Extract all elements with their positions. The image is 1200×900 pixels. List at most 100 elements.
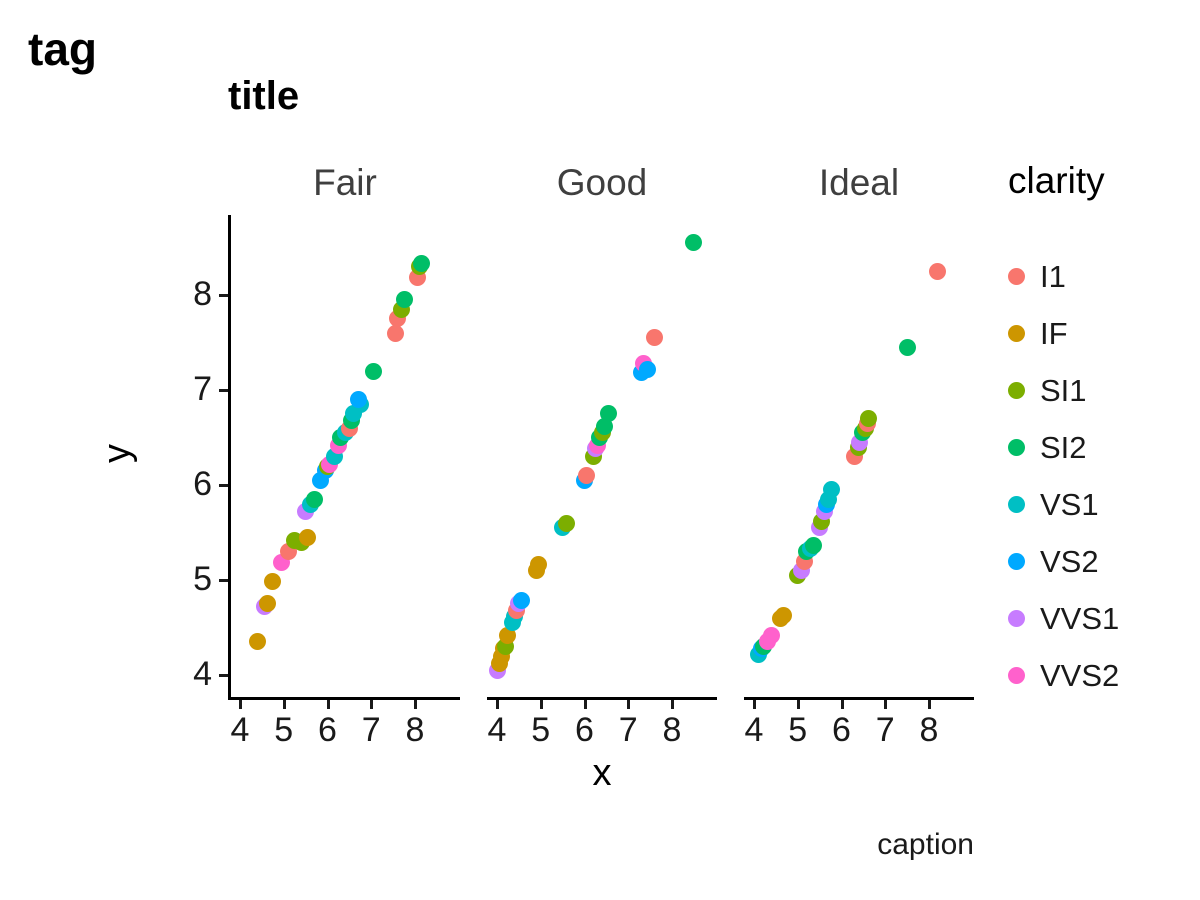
data-point xyxy=(258,595,276,613)
x-tick-mark xyxy=(282,700,286,709)
y-tick-label: 6 xyxy=(193,465,212,503)
x-tick-label: 7 xyxy=(618,711,638,749)
data-point xyxy=(578,467,596,484)
data-point xyxy=(299,528,317,546)
x-tick-mark xyxy=(884,700,888,709)
data-point xyxy=(646,329,663,347)
y-tick-label: 8 xyxy=(193,275,212,313)
x-tick-mark xyxy=(370,700,374,709)
x-tick-label: 5 xyxy=(531,711,551,749)
legend-swatch-icon xyxy=(1008,268,1025,285)
y-tick-mark xyxy=(219,484,228,487)
legend-item-si1: SI1 xyxy=(1008,362,1119,419)
x-tick-label: 8 xyxy=(919,711,939,749)
y-tick-mark xyxy=(219,579,228,582)
legend: clarity I1 IF SI1 SI2 VS1 VS2 VVS1 VVS2 xyxy=(1008,160,1119,704)
data-point xyxy=(530,556,548,574)
x-tick-label: 6 xyxy=(832,711,851,749)
data-point xyxy=(860,410,878,427)
x-tick-label: 8 xyxy=(662,711,682,749)
x-tick-mark xyxy=(796,700,800,709)
legend-items: I1 IF SI1 SI2 VS1 VS2 VVS1 VVS2 xyxy=(1008,248,1119,704)
legend-item-if: IF xyxy=(1008,305,1119,362)
x-tick-label: 7 xyxy=(875,711,895,749)
legend-swatch-icon xyxy=(1008,496,1025,513)
x-axis-line xyxy=(744,697,974,700)
legend-label: SI2 xyxy=(1040,429,1087,465)
legend-label: VVS1 xyxy=(1040,600,1120,636)
plot-title: title xyxy=(228,74,300,118)
y-axis-title: y xyxy=(96,444,138,463)
data-point xyxy=(775,606,793,624)
data-point xyxy=(929,262,947,280)
legend-item-vs1: VS1 xyxy=(1008,476,1119,533)
data-point xyxy=(386,324,404,342)
x-tick-label: 7 xyxy=(361,711,381,749)
data-point xyxy=(804,537,822,555)
legend-item-si2: SI2 xyxy=(1008,419,1119,476)
x-axis-line xyxy=(230,697,460,700)
y-tick-mark xyxy=(219,674,228,677)
x-tick-label: 6 xyxy=(318,711,337,749)
data-point xyxy=(557,514,575,532)
legend-title: clarity xyxy=(1008,160,1105,201)
legend-label: VS2 xyxy=(1040,543,1099,579)
data-point xyxy=(264,573,282,591)
data-point xyxy=(823,481,841,499)
facet-strip-label-fair: Fair xyxy=(313,162,377,203)
x-tick-mark xyxy=(753,700,756,709)
data-point xyxy=(685,234,703,252)
data-point xyxy=(249,633,266,651)
data-point xyxy=(364,362,382,380)
legend-swatch-icon xyxy=(1008,382,1025,399)
x-tick-mark xyxy=(239,700,242,709)
x-tick-label: 5 xyxy=(274,711,294,749)
x-tick-label: 4 xyxy=(744,711,764,749)
x-tick-mark xyxy=(414,700,417,709)
legend-item-vvs1: VVS1 xyxy=(1008,590,1119,647)
data-point xyxy=(639,360,657,378)
x-tick-mark xyxy=(539,700,543,709)
y-tick-mark xyxy=(219,294,228,297)
x-tick-mark xyxy=(583,700,587,709)
legend-label: VS1 xyxy=(1040,486,1099,522)
plot-caption: caption xyxy=(877,828,974,861)
legend-swatch-icon xyxy=(1008,553,1025,570)
x-tick-label: 5 xyxy=(788,711,808,749)
data-point xyxy=(305,490,323,508)
x-tick-mark xyxy=(840,700,844,709)
x-tick-label: 4 xyxy=(487,711,507,749)
legend-item-vvs2: VVS2 xyxy=(1008,647,1119,704)
x-tick-mark xyxy=(627,700,631,709)
y-tick-label: 5 xyxy=(193,560,212,598)
y-tick-label: 7 xyxy=(193,370,212,408)
y-axis-line xyxy=(228,215,231,700)
data-point xyxy=(600,405,618,423)
x-axis-title: x xyxy=(592,752,612,794)
plot-tag: tag xyxy=(28,23,97,75)
legend-label: I1 xyxy=(1040,258,1066,294)
legend-swatch-icon xyxy=(1008,610,1025,627)
legend-label: IF xyxy=(1040,315,1068,351)
data-point xyxy=(512,592,530,610)
x-tick-mark xyxy=(671,700,674,709)
x-tick-label: 4 xyxy=(230,711,250,749)
legend-label: VVS2 xyxy=(1040,657,1120,693)
data-point xyxy=(395,291,413,309)
x-tick-label: 8 xyxy=(405,711,425,749)
x-tick-mark xyxy=(326,700,330,709)
data-point xyxy=(349,391,367,408)
x-axis-line xyxy=(487,697,717,700)
legend-item-vs2: VS2 xyxy=(1008,533,1119,590)
y-tick-mark xyxy=(219,389,228,392)
legend-swatch-icon xyxy=(1008,325,1025,342)
legend-swatch-icon xyxy=(1008,439,1025,456)
facet-strip-label-good: Good xyxy=(556,162,648,203)
x-tick-label: 6 xyxy=(575,711,594,749)
y-tick-label: 4 xyxy=(193,655,212,693)
data-point xyxy=(413,255,431,273)
data-point xyxy=(763,626,780,644)
legend-swatch-icon xyxy=(1008,667,1025,684)
data-point xyxy=(898,338,916,356)
